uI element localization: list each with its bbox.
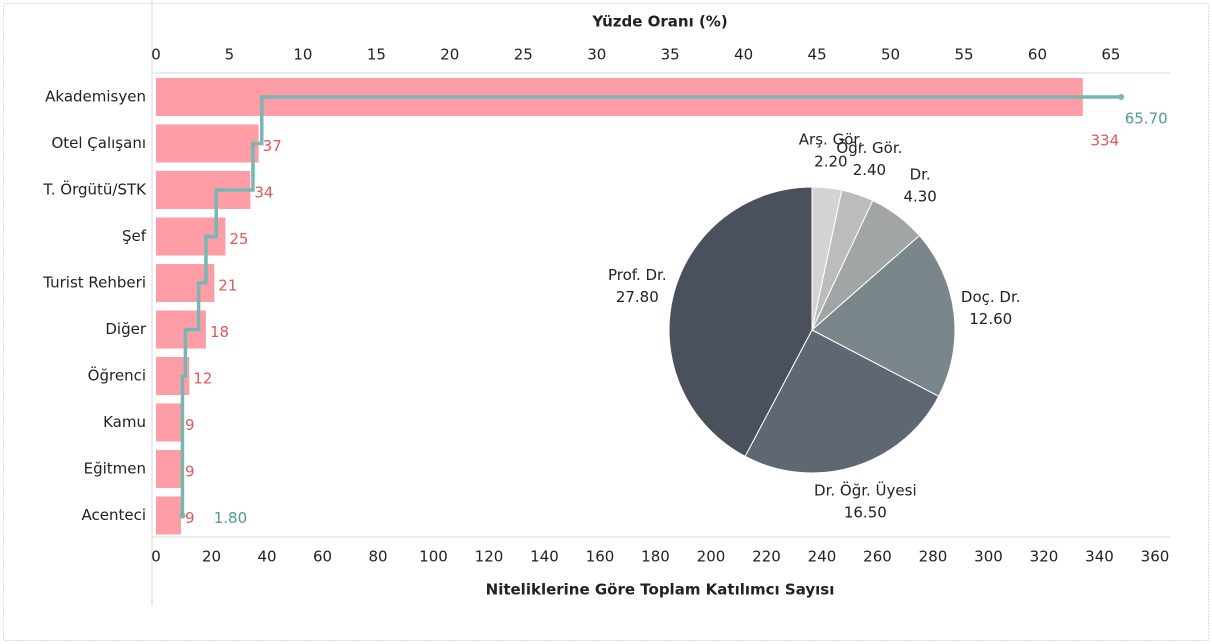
- pie-label: Arş. Gör.: [799, 130, 863, 148]
- line-value-label: 1.80: [214, 509, 247, 527]
- pie-value-label: 12.60: [969, 310, 1012, 328]
- bar-value-label: 9: [185, 416, 195, 434]
- pie-value-label: 2.40: [853, 161, 886, 179]
- x-tick-label: 260: [863, 548, 892, 566]
- x2-tick-label: 5: [225, 46, 235, 64]
- x-tick-label: 80: [368, 548, 387, 566]
- pie-slice: [811, 234, 956, 397]
- top-axis-title: Yüzde Oranı (%): [591, 13, 727, 31]
- x2-tick-label: 50: [881, 46, 900, 64]
- x2-tick-label: 60: [1028, 46, 1047, 64]
- pie-label: Dr.: [910, 166, 931, 184]
- step-line: [180, 95, 1122, 516]
- pie-value-label: 27.80: [616, 288, 659, 306]
- bar-value-label: 12: [193, 370, 212, 388]
- x-tick-label: 240: [808, 548, 837, 566]
- x2-tick-label: 10: [293, 46, 312, 64]
- x-tick-label: 60: [313, 548, 332, 566]
- pie-value-label: 16.50: [844, 503, 887, 521]
- x2-tick-label: 15: [367, 46, 386, 64]
- bar: [156, 450, 181, 488]
- x2-tick-label: 65: [1101, 46, 1120, 64]
- line-point: [1118, 94, 1125, 100]
- category-label: Acenteci: [81, 506, 146, 524]
- x-tick-label: 340: [1085, 548, 1114, 566]
- pie-value-label: 2.20: [814, 152, 847, 170]
- x2-tick-label: 40: [734, 46, 753, 64]
- category-label: Şef: [122, 227, 147, 245]
- category-label: Öğrenci: [88, 366, 146, 385]
- x2-tick-label: 45: [808, 46, 827, 64]
- x-tick-label: 200: [697, 548, 726, 566]
- x2-tick-label: 0: [151, 46, 161, 64]
- category-label: Otel Çalışanı: [51, 134, 146, 152]
- bar-value-label: 34: [254, 184, 273, 202]
- x-tick-label: 220: [752, 548, 781, 566]
- x2-tick-label: 30: [587, 46, 606, 64]
- pie-label: Dr. Öğr. Üyesi: [814, 480, 917, 499]
- bar: [156, 403, 181, 442]
- x-tick-label: 320: [1030, 548, 1059, 566]
- bar-value-label: 21: [218, 277, 237, 295]
- category-label: Turist Rehberi: [42, 274, 146, 292]
- x-tick-label: 180: [641, 548, 670, 566]
- pie-value-label: 4.30: [903, 188, 936, 206]
- pie-label: Öğr. Gör.: [836, 138, 902, 157]
- x-tick-label: 280: [919, 548, 948, 566]
- bar-value-label: 18: [210, 323, 229, 341]
- line-value-label: 65.70: [1125, 110, 1168, 128]
- x-tick-label: 360: [1141, 548, 1170, 566]
- x2-tick-label: 35: [661, 46, 680, 64]
- line-point: [179, 512, 186, 519]
- pie-label: Prof. Dr.: [608, 266, 667, 284]
- x2-tick-label: 20: [440, 46, 459, 64]
- bar-value-label: 25: [229, 230, 248, 248]
- x-tick-label: 20: [202, 548, 221, 566]
- x-tick-label: 0: [151, 548, 161, 566]
- x-tick-label: 140: [530, 548, 559, 566]
- bar-value-label: 9: [185, 463, 195, 481]
- bar: [156, 124, 259, 163]
- category-label: T. Örgütü/STK: [42, 180, 147, 199]
- x-tick-label: 160: [586, 548, 615, 566]
- category-label: Kamu: [103, 413, 146, 431]
- bar-value-label: 334: [1091, 132, 1120, 150]
- x-tick-label: 300: [974, 548, 1003, 566]
- x2-tick-label: 55: [954, 46, 973, 64]
- bottom-axis-title: Niteliklerine Göre Toplam Katılımcı Sayı…: [486, 581, 835, 599]
- pie-label: Doç. Dr.: [961, 288, 1021, 306]
- x2-tick-label: 25: [514, 46, 533, 64]
- pie-slice: [668, 186, 813, 458]
- category-label: Eğitmen: [84, 460, 146, 478]
- bar-value-label: 37: [263, 137, 282, 155]
- category-label: Akademisyen: [45, 88, 146, 106]
- bar-value-label: 9: [185, 509, 195, 527]
- bar: [156, 496, 181, 535]
- x-tick-label: 120: [475, 548, 504, 566]
- x-tick-label: 40: [257, 548, 276, 566]
- category-label: Diğer: [105, 320, 146, 338]
- x-tick-label: 100: [419, 548, 448, 566]
